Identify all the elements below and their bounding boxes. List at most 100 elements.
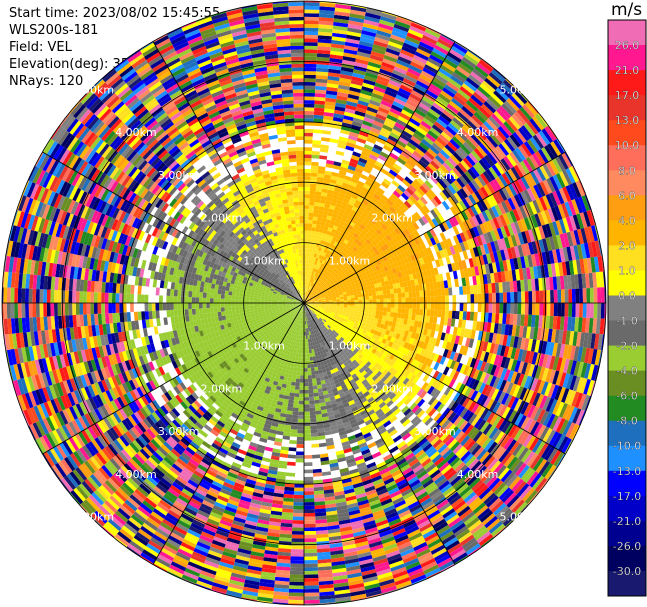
range-gate [508, 183, 518, 197]
range-gate [359, 238, 366, 245]
range-gate [488, 115, 501, 129]
range-gate [304, 393, 309, 398]
range-gate [388, 215, 396, 223]
range-gate [507, 235, 514, 248]
range-gate [406, 197, 415, 206]
range-gate [323, 115, 334, 121]
range-gate [347, 246, 353, 252]
range-gate [372, 303, 377, 307]
range-gate [323, 261, 328, 266]
range-gate [304, 81, 316, 86]
range-gate [456, 130, 468, 142]
range-gate [355, 254, 361, 260]
range-gate [406, 255, 413, 263]
range-gate [315, 191, 322, 196]
range-gate [309, 245, 314, 250]
range-gate [330, 289, 335, 293]
range-gate [424, 180, 434, 189]
range-gate [318, 254, 323, 259]
range-gate [311, 161, 319, 166]
range-gate [326, 289, 331, 293]
range-gate [307, 234, 312, 239]
range-gate [320, 236, 326, 241]
range-gate [307, 300, 311, 302]
range-gate [529, 266, 535, 280]
range-gate [484, 77, 498, 91]
range-gate [308, 349, 312, 354]
range-gate [294, 487, 304, 492]
range-gate [355, 183, 364, 190]
range-gate [309, 290, 313, 295]
range-gate [447, 279, 452, 288]
range-gate [509, 258, 516, 271]
range-gate [408, 308, 413, 315]
range-gate [316, 254, 320, 259]
range-gate [481, 157, 492, 169]
range-gate [391, 213, 399, 221]
range-gate [334, 109, 345, 116]
range-gate [552, 235, 560, 250]
range-gate [581, 195, 591, 212]
range-gate [320, 255, 325, 260]
range-gate [506, 136, 518, 150]
range-gate [465, 219, 473, 230]
range-gate [316, 286, 320, 291]
range-gate [360, 244, 366, 250]
range-gate [312, 279, 316, 284]
range-gate [412, 260, 418, 268]
range-gate [361, 186, 370, 194]
range-gate [357, 290, 362, 295]
range-gate [331, 171, 339, 177]
range-gate [313, 296, 318, 299]
range-gate [542, 303, 547, 316]
range-gate [381, 204, 389, 212]
range-gate [378, 197, 387, 205]
range-gate [473, 203, 482, 215]
range-gate [408, 138, 419, 148]
range-gate [571, 288, 576, 303]
range-gate [363, 247, 369, 253]
range-gate [369, 99, 381, 107]
range-gate [349, 278, 354, 283]
range-gate [358, 130, 369, 138]
range-gate [369, 54, 384, 62]
range-gate [384, 51, 399, 60]
range-gate [593, 303, 598, 319]
range-gate [430, 105, 443, 116]
range-gate [321, 281, 325, 286]
range-gate [318, 442, 327, 448]
range-gate [325, 287, 330, 291]
range-gate [444, 106, 457, 118]
range-gate [438, 258, 444, 267]
range-gate [362, 26, 378, 34]
range-gate [335, 150, 345, 156]
range-gate [556, 234, 563, 249]
range-gate [423, 248, 430, 257]
range-gate [538, 278, 543, 291]
range-gate [344, 41, 359, 48]
range-gate [441, 295, 446, 303]
range-gate [493, 110, 506, 124]
range-gate [374, 82, 388, 90]
range-gate [310, 275, 313, 279]
range-gate [545, 237, 553, 251]
range-gate [495, 176, 505, 189]
range-gate [521, 291, 526, 303]
range-gate [403, 127, 415, 136]
range-gate [331, 266, 336, 271]
range-gate [362, 235, 369, 242]
range-gate [478, 126, 490, 139]
range-gate [311, 374, 316, 379]
range-gate [310, 238, 315, 243]
range-gate [326, 272, 331, 277]
range-gate [347, 261, 352, 267]
range-gate [310, 298, 315, 301]
range-gate [307, 289, 310, 294]
range-gate [340, 129, 350, 135]
range-gate [475, 89, 489, 101]
range-gate [436, 242, 443, 252]
range-gate [367, 103, 380, 111]
range-gate [391, 104, 403, 113]
range-gate [306, 245, 311, 249]
range-gate [405, 262, 411, 270]
